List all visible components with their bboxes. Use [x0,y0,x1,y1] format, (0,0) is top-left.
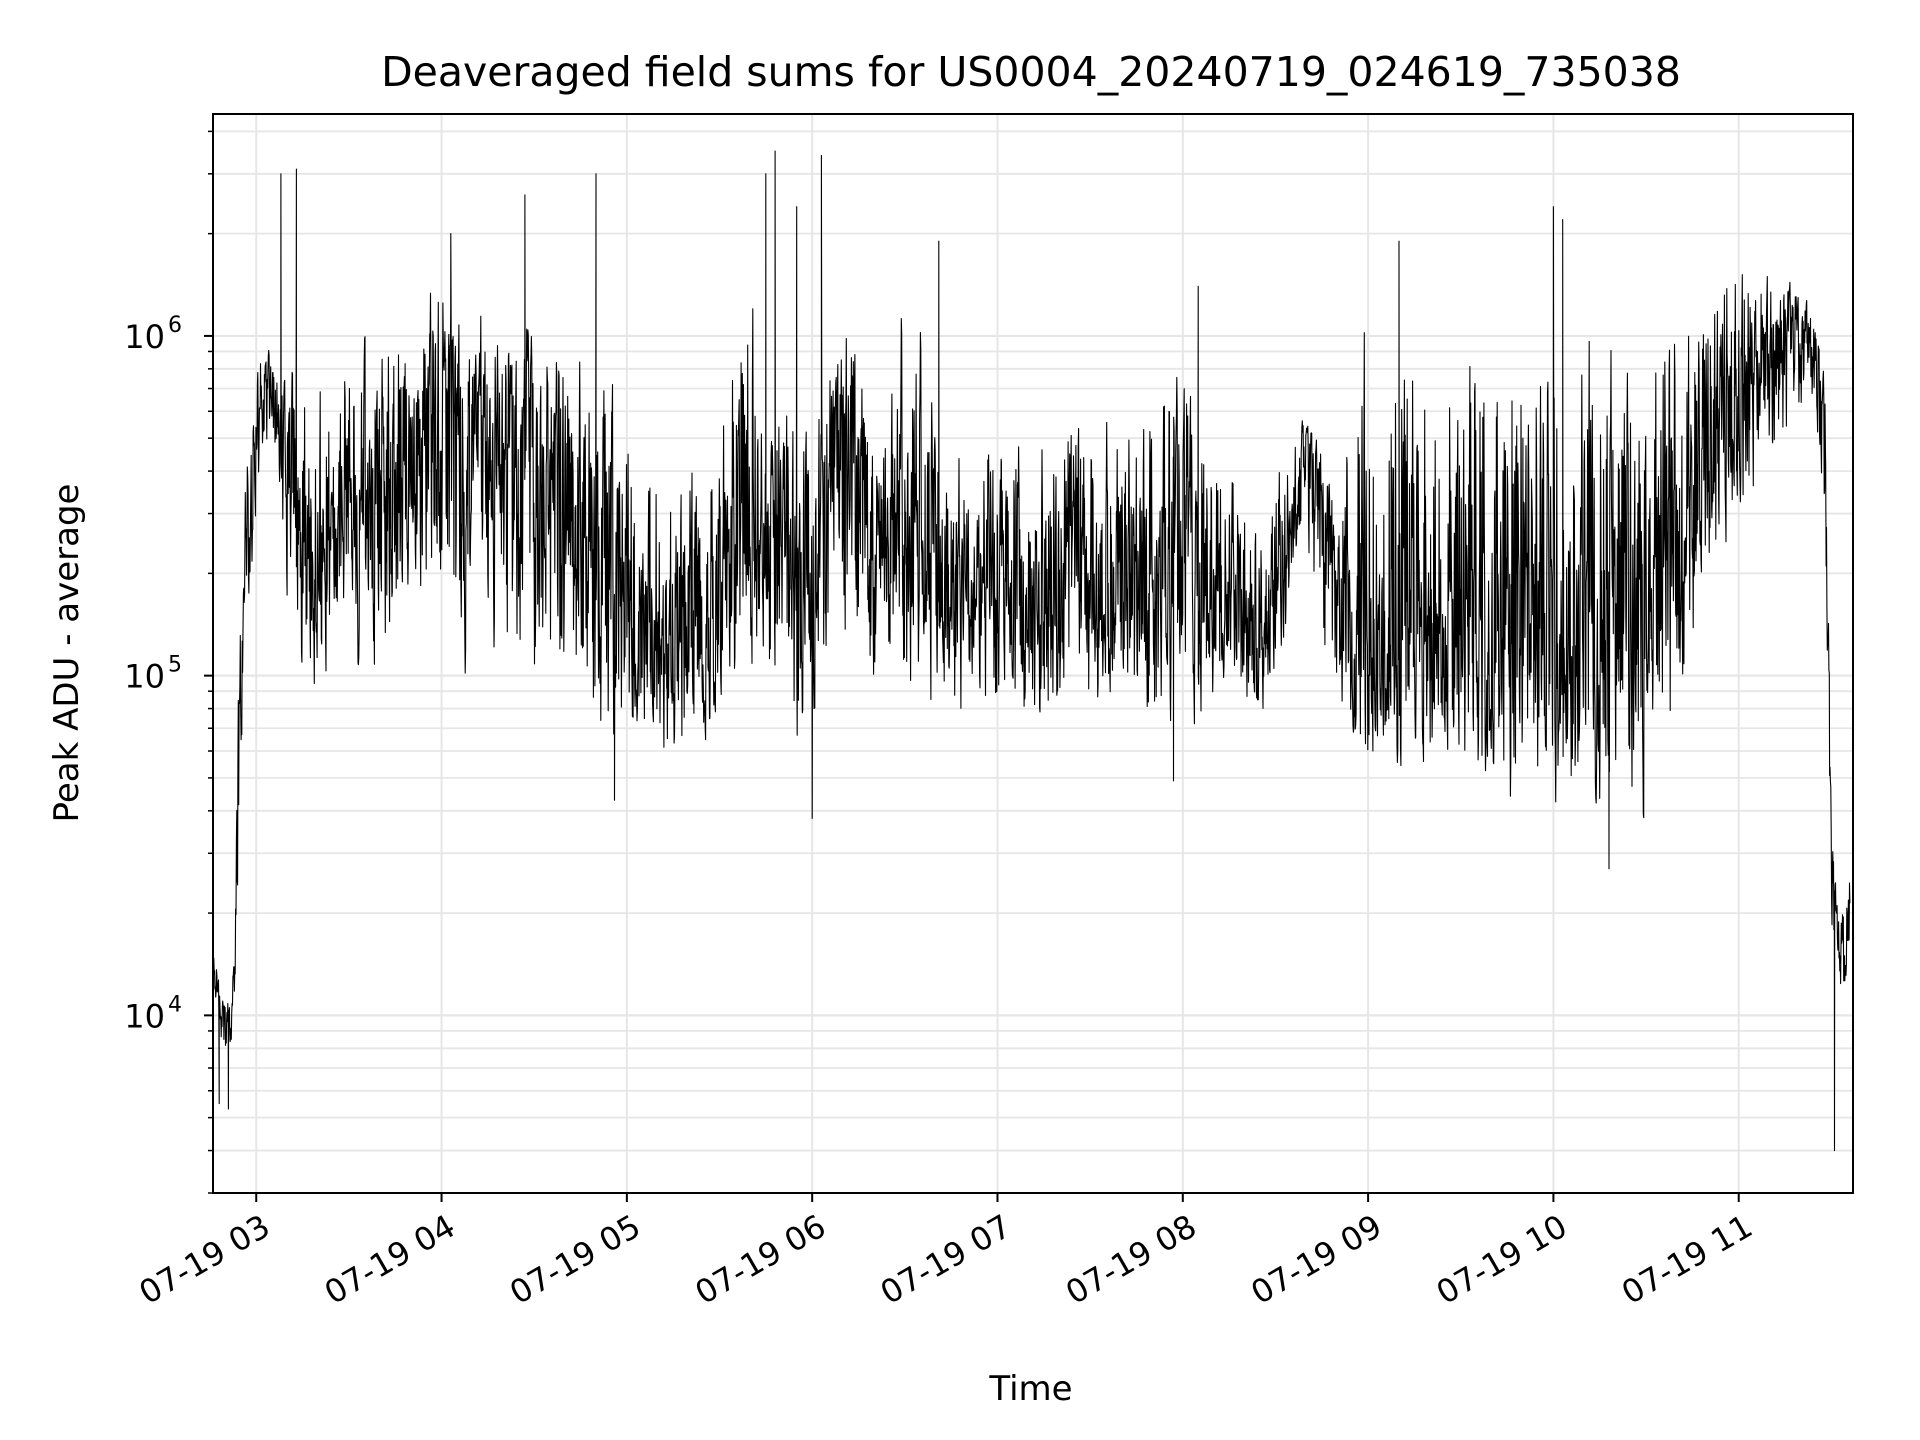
y-tick-exponent: 4 [168,992,182,1017]
series-line [212,150,1851,1152]
chart-title: Deaveraged field sums for US0004_2024071… [381,48,1681,96]
data-series [212,150,1851,1152]
y-axis-title: Peak ADU - average [47,484,87,823]
y-tick-label: 10 [124,318,165,356]
y-tick-label: 10 [124,658,165,696]
y-tick-exponent: 6 [168,313,182,338]
y-tick-label: 10 [124,997,165,1035]
plot-frame [212,113,1854,1194]
x-axis-title: Time [988,1369,1072,1409]
grid-lines [213,114,1853,1194]
y-tick-exponent: 5 [168,653,182,678]
